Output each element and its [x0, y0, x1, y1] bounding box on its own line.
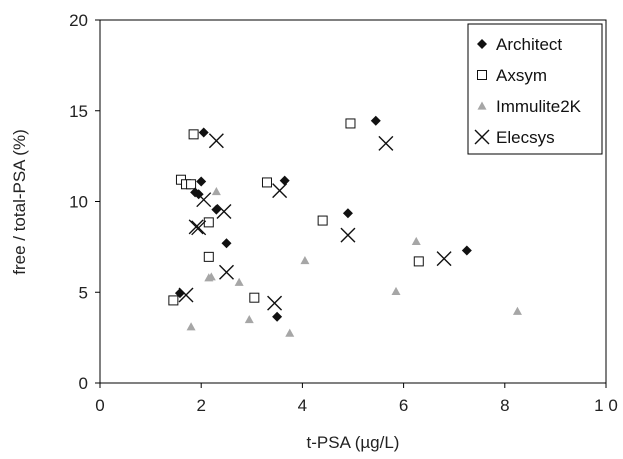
point-immulite2k [211, 187, 221, 196]
point-axsym [188, 129, 199, 140]
point-elecsys [196, 192, 212, 208]
point-immulite2k [186, 322, 196, 331]
data-points [168, 115, 522, 337]
point-architect [370, 115, 381, 126]
x-tick-label: 2 [196, 396, 205, 415]
point-immulite2k [300, 255, 310, 265]
point-architect [196, 176, 207, 187]
legend-label-architect: Architect [496, 35, 562, 54]
point-elecsys [378, 135, 394, 151]
x-tick-label: 8 [500, 396, 509, 415]
x-axis: 0 2 4 6 8 1 0 [95, 383, 618, 415]
point-axsym [345, 118, 356, 129]
point-architect [461, 245, 472, 256]
point-elecsys [272, 183, 288, 199]
legend-marker-axsym [477, 70, 487, 80]
x-tick-label: 1 0 [594, 396, 618, 415]
point-immulite2k [244, 314, 254, 324]
y-tick-label: 10 [69, 193, 88, 212]
point-axsym [168, 295, 179, 306]
point-axsym [186, 179, 197, 190]
point-elecsys [216, 203, 232, 219]
point-axsym [203, 251, 214, 262]
point-immulite2k [285, 328, 295, 337]
legend-marker-immulite2k [477, 101, 487, 110]
point-axsym [261, 177, 272, 188]
legend-box [467, 23, 603, 155]
point-elecsys [219, 264, 234, 280]
x-tick-label: 6 [399, 396, 408, 415]
x-axis-label: t-PSA (µg/L) [307, 433, 400, 452]
point-architect [342, 208, 353, 219]
point-elecsys [188, 219, 204, 235]
y-tick-label: 20 [69, 11, 88, 30]
legend-label-immulite2k: Immulite2K [496, 97, 582, 116]
y-tick-label: 15 [69, 102, 88, 121]
point-elecsys [267, 295, 283, 311]
legend-label-axsym: Axsym [496, 66, 547, 85]
point-architect [198, 127, 209, 138]
legend: Architect Axsym Immulite2K Elecsys [467, 23, 603, 155]
point-axsym [203, 217, 214, 228]
point-axsym [413, 256, 424, 267]
legend-marker-elecsys [474, 129, 490, 145]
legend-marker-architect [477, 39, 487, 49]
point-elecsys [191, 220, 207, 236]
x-tick-label: 0 [95, 396, 104, 415]
point-elecsys [178, 287, 194, 303]
point-architect [272, 311, 283, 322]
point-elecsys [436, 251, 452, 267]
y-axis: 0 5 10 15 20 [69, 11, 100, 393]
y-tick-label: 0 [79, 374, 88, 393]
y-axis-label: free / total-PSA (%) [10, 129, 29, 275]
point-immulite2k [391, 286, 401, 295]
point-immulite2k [206, 272, 216, 281]
point-immulite2k [411, 236, 421, 246]
legend-label-elecsys: Elecsys [496, 128, 555, 147]
y-tick-label: 5 [79, 283, 88, 302]
point-architect [190, 187, 201, 198]
point-architect [279, 175, 290, 186]
point-elecsys [208, 133, 224, 149]
point-immulite2k [512, 306, 522, 315]
point-axsym [317, 215, 328, 226]
point-elecsys [340, 227, 356, 243]
point-architect [221, 238, 232, 249]
point-axsym [249, 292, 260, 303]
x-tick-label: 4 [298, 396, 307, 415]
point-immulite2k [234, 277, 244, 286]
